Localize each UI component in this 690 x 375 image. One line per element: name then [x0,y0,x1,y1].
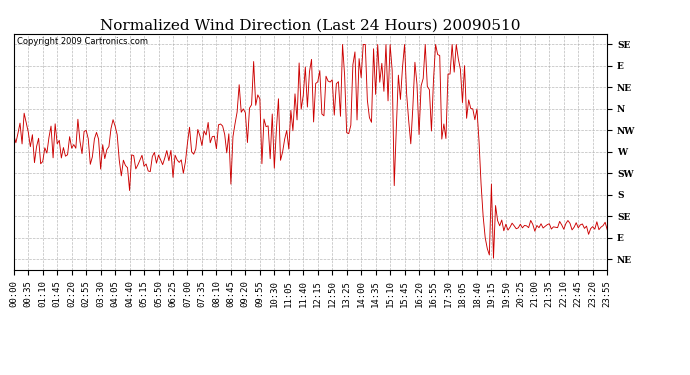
Text: Copyright 2009 Cartronics.com: Copyright 2009 Cartronics.com [17,37,148,46]
Title: Normalized Wind Direction (Last 24 Hours) 20090510: Normalized Wind Direction (Last 24 Hours… [100,19,521,33]
